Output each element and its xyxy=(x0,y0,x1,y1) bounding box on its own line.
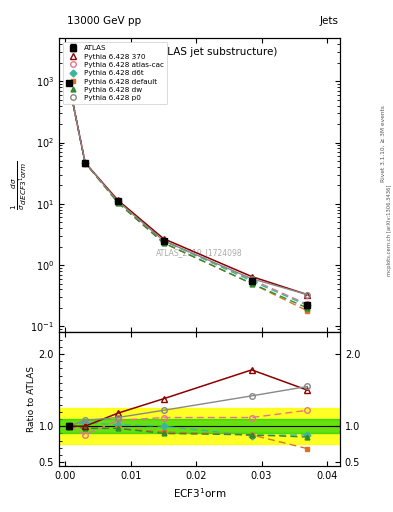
Pythia 6.428 p0 xyxy=(83,160,88,166)
Pythia 6.428 d6t xyxy=(161,238,166,244)
Text: ECF3 (ATLAS jet substructure): ECF3 (ATLAS jet substructure) xyxy=(121,47,277,57)
Pythia 6.428 dw xyxy=(161,240,166,246)
Text: Rivet 3.1.10, ≥ 3M events: Rivet 3.1.10, ≥ 3M events xyxy=(381,105,386,182)
Pythia 6.428 p0 xyxy=(116,198,120,204)
Pythia 6.428 atlas-cac xyxy=(116,198,120,204)
Text: 13000 GeV pp: 13000 GeV pp xyxy=(67,15,141,26)
Y-axis label: $\frac{1}{\sigma}\frac{d\sigma}{dECF3^{1}orm}$: $\frac{1}{\sigma}\frac{d\sigma}{dECF3^{1… xyxy=(9,161,29,210)
Pythia 6.428 dw xyxy=(116,200,120,206)
Pythia 6.428 d6t xyxy=(66,79,71,86)
X-axis label: ECF3$^{1}$orm: ECF3$^{1}$orm xyxy=(173,486,226,500)
Line: Pythia 6.428 default: Pythia 6.428 default xyxy=(66,80,310,313)
Text: mcplots.cern.ch [arXiv:1306.3436]: mcplots.cern.ch [arXiv:1306.3436] xyxy=(387,185,391,276)
Line: Pythia 6.428 370: Pythia 6.428 370 xyxy=(66,80,310,297)
Line: Pythia 6.428 d6t: Pythia 6.428 d6t xyxy=(66,80,310,308)
Pythia 6.428 atlas-cac xyxy=(83,160,88,166)
Pythia 6.428 default xyxy=(66,79,71,86)
Pythia 6.428 atlas-cac xyxy=(66,79,71,86)
Pythia 6.428 d6t xyxy=(83,160,88,166)
Pythia 6.428 atlas-cac xyxy=(161,238,166,244)
Pythia 6.428 d6t xyxy=(250,278,254,284)
Pythia 6.428 default xyxy=(250,281,254,287)
Pythia 6.428 370 xyxy=(83,160,88,166)
Pythia 6.428 dw xyxy=(66,79,71,86)
Pythia 6.428 p0 xyxy=(250,275,254,282)
Pythia 6.428 p0 xyxy=(161,238,166,244)
Pythia 6.428 default xyxy=(116,200,120,206)
Line: Pythia 6.428 dw: Pythia 6.428 dw xyxy=(66,80,310,310)
Y-axis label: Ratio to ATLAS: Ratio to ATLAS xyxy=(27,366,36,432)
Pythia 6.428 atlas-cac xyxy=(305,301,310,307)
Pythia 6.428 370 xyxy=(161,236,166,242)
Pythia 6.428 dw xyxy=(250,281,254,287)
Pythia 6.428 d6t xyxy=(305,302,310,308)
Legend: ATLAS, Pythia 6.428 370, Pythia 6.428 atlas-cac, Pythia 6.428 d6t, Pythia 6.428 : ATLAS, Pythia 6.428 370, Pythia 6.428 at… xyxy=(62,42,167,104)
Pythia 6.428 370 xyxy=(250,273,254,280)
Pythia 6.428 default xyxy=(83,160,88,166)
Pythia 6.428 370 xyxy=(116,197,120,203)
Line: Pythia 6.428 p0: Pythia 6.428 p0 xyxy=(66,80,310,297)
Pythia 6.428 atlas-cac xyxy=(250,276,254,283)
Text: Jets: Jets xyxy=(320,15,339,26)
Pythia 6.428 dw xyxy=(305,305,310,311)
Pythia 6.428 370 xyxy=(66,79,71,86)
Pythia 6.428 p0 xyxy=(66,79,71,86)
Pythia 6.428 d6t xyxy=(116,198,120,204)
Text: ATLAS_2019_I1724098: ATLAS_2019_I1724098 xyxy=(156,248,243,258)
Pythia 6.428 p0 xyxy=(305,291,310,297)
Pythia 6.428 default xyxy=(305,308,310,314)
Pythia 6.428 dw xyxy=(83,160,88,166)
Line: Pythia 6.428 atlas-cac: Pythia 6.428 atlas-cac xyxy=(66,80,310,307)
Pythia 6.428 default xyxy=(161,240,166,246)
Pythia 6.428 370 xyxy=(305,291,310,297)
